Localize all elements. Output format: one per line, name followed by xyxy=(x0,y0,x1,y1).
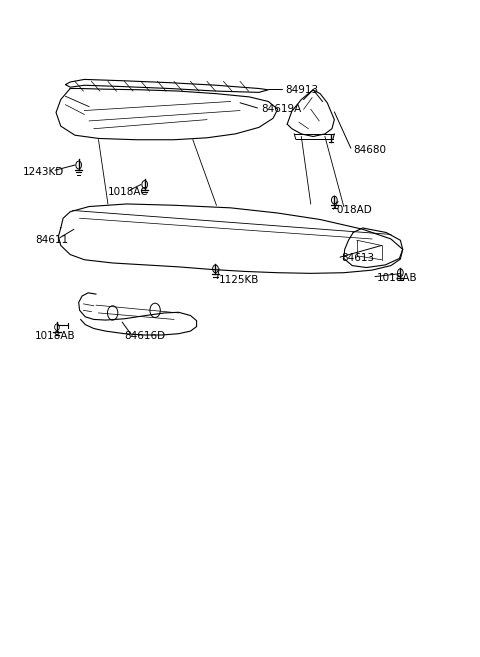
Text: 84619A: 84619A xyxy=(261,104,301,114)
Text: '018AD: '018AD xyxy=(335,206,372,215)
Text: 84613: 84613 xyxy=(341,254,374,263)
Text: 1018AB: 1018AB xyxy=(377,273,418,283)
Text: 84680: 84680 xyxy=(353,145,386,155)
Text: 84611: 84611 xyxy=(35,235,68,244)
Text: 1018AC: 1018AC xyxy=(108,187,149,197)
Text: 84616D: 84616D xyxy=(124,331,166,341)
Text: 1125KB: 1125KB xyxy=(219,275,259,285)
Text: 1243KD: 1243KD xyxy=(23,166,64,177)
Text: 1018AB: 1018AB xyxy=(35,331,75,341)
Text: 84913: 84913 xyxy=(285,85,318,95)
